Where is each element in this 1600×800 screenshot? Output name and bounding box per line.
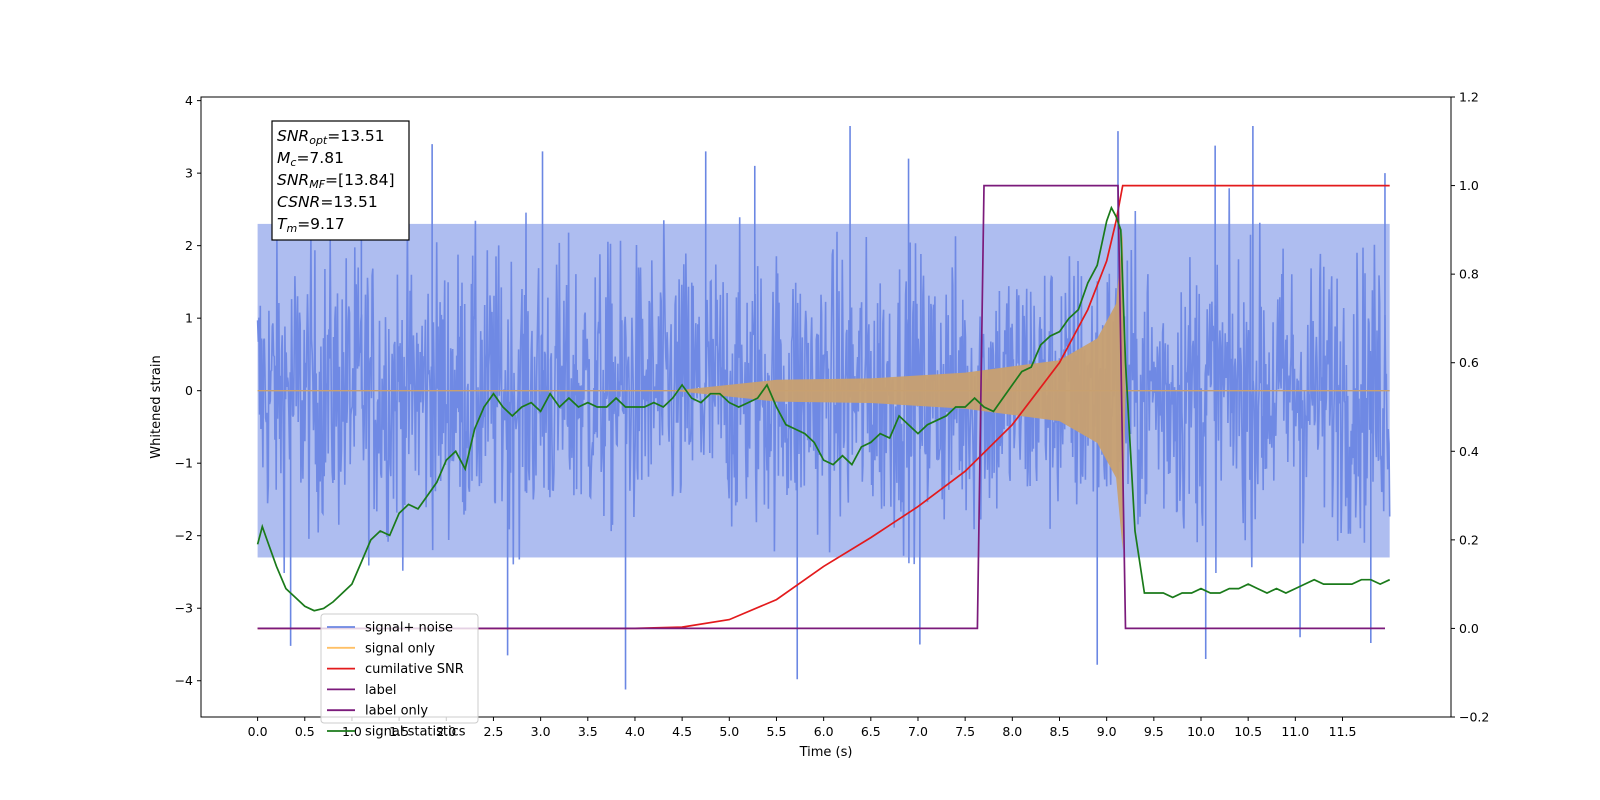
y-tick-label: −4 — [175, 673, 193, 688]
y2-tick-label: 1.0 — [1459, 178, 1479, 193]
x-tick-label: 0.5 — [295, 724, 315, 739]
legend-frame — [320, 613, 479, 724]
legend-label: label only — [365, 704, 428, 719]
x-tick-label: 11.5 — [1329, 724, 1357, 739]
y2-tick-label: 0.0 — [1459, 621, 1479, 636]
y-axis-label: Whitened strain — [149, 355, 164, 458]
info-line: Tm=9.17 — [277, 215, 345, 235]
y2-tick-label: 0.4 — [1459, 444, 1479, 459]
y-tick-label: −3 — [175, 601, 193, 616]
x-tick-label: 9.0 — [1097, 724, 1117, 739]
x-tick-label: 9.5 — [1144, 724, 1164, 739]
x-tick-label: 8.0 — [1002, 724, 1022, 739]
x-tick-label: 3.5 — [578, 724, 598, 739]
legend-label: signal statistics — [365, 725, 466, 740]
x-tick-label: 7.0 — [908, 724, 928, 739]
x-tick-label: 2.5 — [484, 724, 504, 739]
x-tick-label: 7.5 — [955, 724, 975, 739]
y-tick-label: −2 — [175, 528, 193, 543]
x-tick-label: 3.0 — [531, 724, 551, 739]
series-signal-statistics-line — [256, 205, 1391, 612]
x-tick-label: 4.0 — [625, 724, 645, 739]
y-tick-label: 1 — [185, 311, 193, 326]
info-line: SNRMF=[13.84] — [277, 171, 395, 191]
info-line: Mc=7.81 — [277, 149, 344, 169]
x-tick-label: 6.0 — [814, 724, 834, 739]
series-label-line — [257, 184, 1385, 630]
info-line: CSNR=13.51 — [277, 193, 378, 211]
y-tick-label: 4 — [185, 93, 193, 108]
info-box-frame — [271, 120, 410, 241]
x-tick-label: 10.0 — [1187, 724, 1215, 739]
legend-label: signal only — [365, 641, 435, 656]
axes: 0.0 0.5 1.0 1.5 2.0 2.5 3.0 3.5 4.0 4.5 5.0 5.5 6.0 6… — [175, 90, 1490, 740]
info-line: SNRopt=13.51 — [277, 127, 385, 147]
y2-tick-label: 0.2 — [1459, 532, 1479, 547]
y-tick-label: 3 — [185, 166, 193, 181]
y-tick-label: 0 — [185, 383, 193, 398]
x-tick-label: 4.5 — [672, 724, 692, 739]
y-tick-label: 2 — [185, 238, 193, 253]
x-tick-label: 6.5 — [861, 724, 881, 739]
x-axis-label: Time (s) — [799, 745, 853, 760]
legend-label: signal+ noise — [365, 621, 453, 636]
y2-tick-label: 0.8 — [1459, 267, 1479, 282]
plot-area — [256, 126, 1391, 690]
x-tick-label: 1.5 — [389, 724, 409, 739]
x-tick-label: 11.0 — [1281, 724, 1309, 739]
y2-tick-label: 0.6 — [1459, 355, 1479, 370]
x-tick-label: 0.0 — [248, 724, 268, 739]
x-tick-label: 2.0 — [436, 724, 456, 739]
legend-label: cumilative SNR — [365, 662, 464, 677]
x-tick-label: 10.5 — [1234, 724, 1262, 739]
y-tick-label: −1 — [175, 456, 193, 471]
x-tick-label: 5.5 — [767, 724, 787, 739]
y2-tick-label: 1.2 — [1459, 90, 1479, 105]
plot-frame — [200, 96, 1452, 718]
legend: signal+ noise signal only cumilative SNR la… — [320, 613, 479, 740]
x-tick-label: 5.0 — [719, 724, 739, 739]
legend-label: label — [365, 683, 396, 698]
x-tick-label: 8.5 — [1050, 724, 1070, 739]
y2-tick-label: −0.2 — [1459, 710, 1489, 725]
